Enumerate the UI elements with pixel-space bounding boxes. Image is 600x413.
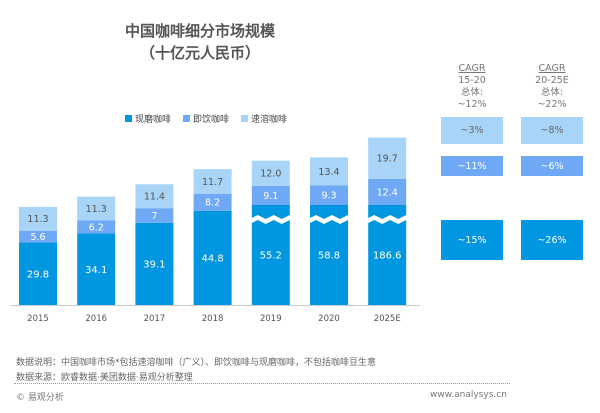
cagr-rtd-1: ~11% [441, 156, 503, 176]
data-label: 29.8 [27, 269, 49, 280]
cagr-fresh-1: ~15% [441, 220, 503, 260]
data-label: 44.8 [201, 254, 223, 265]
bar-2018-2 [193, 169, 232, 194]
bar-2015-2 [19, 206, 57, 231]
data-label: 11.4 [144, 192, 165, 203]
data-explanation: 数据说明：中国咖啡市场*包括速溶咖啡（广义）、即饮咖啡与现磨咖啡，不包括咖啡豆生… [16, 358, 377, 368]
data-label: 5.6 [30, 232, 45, 243]
cagr-rtd-2: ~6% [521, 156, 583, 176]
chart-title: 中国咖啡细分市场规模 [124, 22, 275, 40]
bar-2025E-1 [368, 178, 407, 205]
bar-2016-2 [77, 196, 116, 221]
bar-2025E-2 [368, 137, 407, 179]
data-source: 数据来源：欧睿数据·美团数据·易观分析整理 [16, 373, 193, 383]
legend-label: 现磨咖啡 [135, 115, 172, 125]
data-label: 58.8 [318, 251, 340, 262]
cagr-total: ~12% [457, 99, 487, 110]
bar-2018-1 [193, 193, 232, 211]
x-tick-label: 2015 [27, 314, 49, 324]
website-link[interactable]: www.analysys.cn [430, 390, 507, 400]
data-label: 186.6 [373, 251, 402, 262]
x-tick-label: 2016 [85, 314, 107, 324]
bar-2020-1 [310, 185, 348, 205]
bar-2016-0 [77, 233, 116, 305]
data-label: 9.3 [321, 191, 336, 202]
bar-2018-0 [193, 210, 232, 305]
data-label: 12.4 [377, 187, 398, 198]
cagr-total-label: 总体: [460, 87, 484, 98]
data-label: 11.3 [27, 214, 48, 225]
x-tick-label: 2018 [202, 314, 224, 324]
x-tick-label: 2025E [374, 314, 401, 324]
bar-2017-0 [135, 222, 174, 305]
x-tick-label: 2019 [260, 314, 282, 324]
data-label: 19.7 [377, 154, 398, 165]
bar-2017-2 [135, 184, 174, 209]
bar-chart: 29.8 5.6 11.3 2015 34.1 6.2 11.3 2016 39.1 7 11.4 2… [10, 137, 420, 324]
cagr-total: ~22% [537, 99, 567, 110]
data-label: 11.3 [86, 204, 107, 215]
bar-2017-1 [135, 208, 174, 223]
axis-break-mark [366, 215, 411, 224]
data-label: 9.1 [263, 191, 278, 202]
data-label: 7 [151, 211, 157, 222]
cagr-fresh-2: ~26% [521, 220, 583, 260]
x-tick-label: 2020 [318, 314, 340, 324]
cagr-instant-1: ~3% [441, 117, 503, 144]
axis-break-mark [249, 215, 294, 224]
legend-swatch [241, 115, 249, 122]
cagr-header-2: CAGR 20-25E 总体: ~22% [521, 63, 583, 111]
data-label: 11.7 [202, 177, 223, 188]
legend-item-instant: 速溶咖啡 [241, 112, 287, 125]
legend-item-rtd: 即饮咖啡 [183, 112, 229, 125]
data-label: 39.1 [143, 260, 165, 271]
legend-label: 即饮咖啡 [193, 115, 230, 125]
cagr-total-label: 总体: [540, 87, 564, 98]
cagr-instant-2: ~8% [521, 117, 583, 144]
bar-2016-1 [77, 220, 116, 234]
bar-2015-0 [19, 242, 57, 305]
copyright: © 易观分析 [16, 393, 64, 403]
cagr-header-1: CAGR 15-20 总体: ~12% [441, 63, 503, 111]
data-label: 55.2 [260, 251, 282, 262]
data-label: 13.4 [318, 167, 339, 178]
data-label: 6.2 [89, 222, 104, 233]
legend: 现磨咖啡 即饮咖啡 速溶咖啡 [125, 112, 287, 125]
x-tick-label: 2017 [144, 314, 166, 324]
chart-subtitle: （十亿元人民币） [139, 44, 260, 62]
legend-swatch [183, 115, 191, 122]
data-label: 12.0 [260, 169, 281, 180]
axis-break-mark [308, 215, 352, 224]
bar-2015-1 [19, 230, 57, 243]
cagr-period: 15-20 [458, 75, 486, 86]
divider [14, 383, 510, 384]
bar-2019-1 [251, 185, 290, 205]
legend-swatch [125, 115, 132, 122]
bar-2020-2 [310, 157, 348, 186]
cagr-period: 20-25E [535, 75, 569, 86]
cagr-label: CAGR [538, 63, 566, 74]
bar-2019-2 [251, 160, 290, 186]
data-label: 8.2 [205, 198, 220, 209]
legend-label: 速溶咖啡 [251, 115, 288, 125]
cagr-label: CAGR [458, 63, 486, 74]
legend-item-fresh: 现磨咖啡 [125, 112, 171, 125]
data-label: 34.1 [85, 265, 107, 276]
